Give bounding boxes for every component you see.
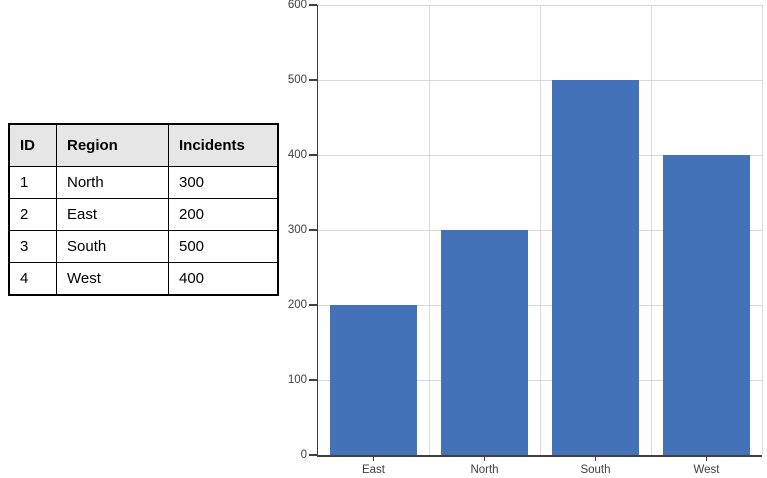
x-axis-tick <box>705 455 708 461</box>
y-axis-tick <box>309 454 317 456</box>
bar-north <box>440 230 529 455</box>
y-axis-tick <box>309 4 317 6</box>
x-gridline <box>428 5 430 455</box>
x-gridline <box>761 5 763 455</box>
y-tick-label: 0 <box>300 449 307 461</box>
table-row: 3 South 500 <box>8 230 279 263</box>
y-axis-tick <box>309 304 317 306</box>
table-cell: South <box>56 230 169 263</box>
y-tick-label: 400 <box>287 149 307 161</box>
incident-table: ID Region Incidents 1 North 300 2 East 200 3 Sout… <box>8 123 279 296</box>
x-gridline <box>650 5 652 455</box>
table-row: 1 North 300 <box>8 166 279 199</box>
table-cell: 4 <box>8 262 57 296</box>
table-header-cell: Region <box>56 123 169 167</box>
y-tick-label: 200 <box>287 299 307 311</box>
x-axis-line <box>316 455 762 457</box>
table-cell: 500 <box>168 230 279 263</box>
table-cell: 400 <box>168 262 279 296</box>
y-tick-label: 600 <box>287 0 307 11</box>
table-row: 2 East 200 <box>8 198 279 231</box>
table-row: 4 West 400 <box>8 262 279 296</box>
y-axis-tick <box>309 229 317 231</box>
y-axis-tick <box>309 154 317 156</box>
x-axis-label-south: South <box>580 464 611 476</box>
table-header-cell: ID <box>8 123 57 167</box>
table-header-cell: Incidents <box>168 123 279 167</box>
table-cell: West <box>56 262 169 296</box>
table-header-row: ID Region Incidents <box>8 123 279 167</box>
x-axis-tick <box>483 455 486 461</box>
table-cell: 3 <box>8 230 57 263</box>
bar-east <box>329 305 418 455</box>
x-axis-tick <box>594 455 597 461</box>
y-tick-label: 300 <box>287 224 307 236</box>
y-tick-label: 500 <box>287 74 307 86</box>
table-cell: 300 <box>168 166 279 199</box>
y-axis-tick <box>309 379 317 381</box>
bar-west <box>662 155 751 455</box>
y-axis-tick <box>309 79 317 81</box>
x-axis-label-east: East <box>361 464 385 476</box>
y-axis-line <box>316 5 318 457</box>
x-axis-label-west: West <box>693 464 720 476</box>
table-cell: 2 <box>8 198 57 231</box>
y-tick-label: 100 <box>287 374 307 386</box>
table-header-row: ID Region Incidents <box>8 123 279 167</box>
table-cell: North <box>56 166 169 199</box>
x-axis-label-north: North <box>470 464 499 476</box>
x-gridline <box>539 5 541 455</box>
table-body: 1 North 300 2 East 200 3 South 500 4 West 400 <box>8 166 279 296</box>
bar-south <box>551 80 640 455</box>
x-axis-tick <box>372 455 375 461</box>
